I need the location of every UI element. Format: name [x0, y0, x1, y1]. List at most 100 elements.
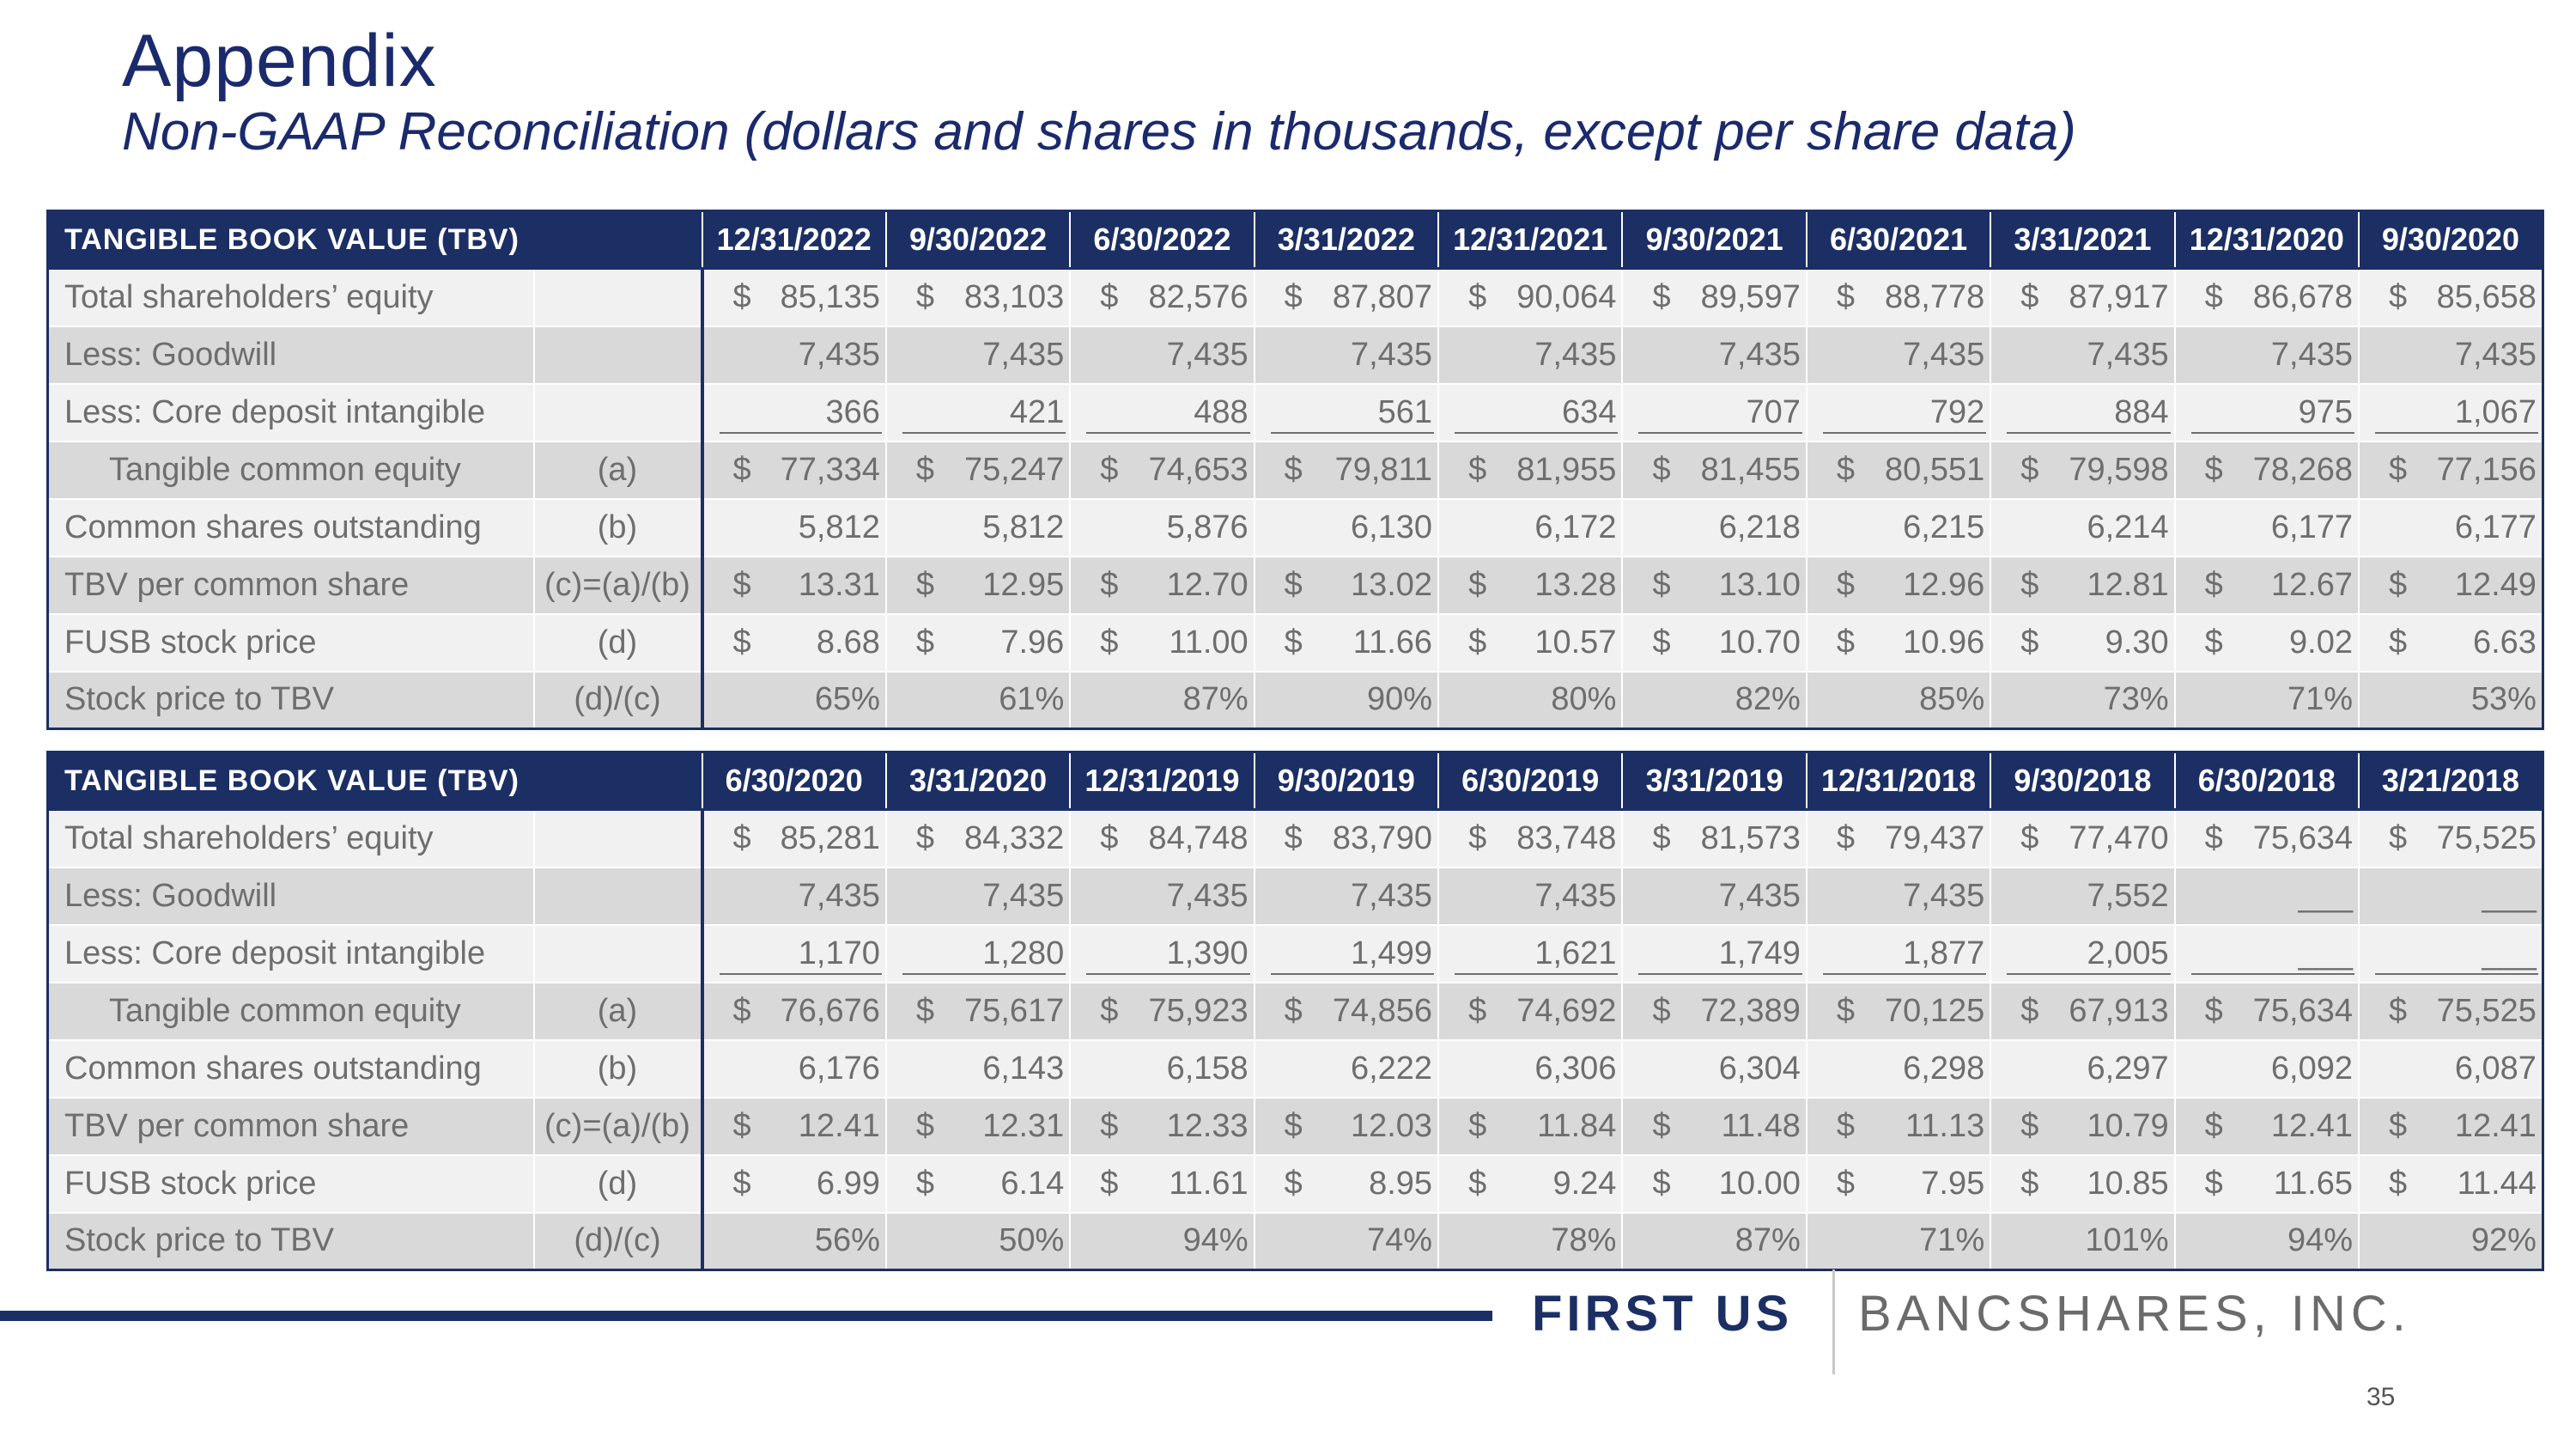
value-cell: $88,778: [1806, 268, 1992, 327]
value-cell: 78%: [1438, 1212, 1624, 1271]
dollar-sign: $: [732, 819, 751, 856]
column-date: 12/31/2022: [701, 210, 886, 270]
value-cell: $86,678: [2174, 268, 2360, 327]
dollar-sign: $: [915, 624, 935, 661]
value-text: 101%: [2085, 1222, 2169, 1259]
value-text: 74,653: [1148, 451, 1249, 488]
value-text: 65%: [814, 681, 880, 718]
subtotal-underline: [2190, 431, 2355, 434]
value-cell: $75,634: [2174, 809, 2360, 868]
value-cell: 7,435: [1806, 326, 1992, 385]
value-text: 87%: [1735, 1222, 1801, 1259]
value-text: 12.67: [2270, 566, 2354, 603]
value-text: 1,621: [1534, 935, 1617, 971]
value-text: 84,332: [964, 819, 1065, 856]
value-text: 6,306: [1534, 1050, 1617, 1087]
value-cell: 53%: [2359, 671, 2544, 730]
value-cell: 975: [2174, 383, 2360, 442]
value-text: 78%: [1551, 1222, 1617, 1259]
value-cell: $13.31: [702, 556, 887, 615]
dollar-sign: $: [1100, 1107, 1119, 1144]
value-text: 13.10: [1718, 566, 1801, 603]
value-text: 85,135: [780, 278, 880, 315]
value-cell: $12.41: [2359, 1097, 2544, 1156]
value-cell: 1,390: [1070, 924, 1255, 983]
value-text: 94%: [1182, 1222, 1249, 1259]
value-cell: 7,435: [1438, 867, 1624, 926]
value-cell: $7.96: [885, 613, 1072, 673]
value-text: 9.02: [2289, 624, 2354, 661]
column-date: 9/30/2019: [1253, 751, 1439, 811]
value-text: 85%: [1919, 681, 1985, 718]
value-cell: 6,092: [2174, 1039, 2360, 1099]
value-cell: $87,807: [1254, 268, 1440, 327]
value-cell: $12.67: [2174, 556, 2360, 615]
dollar-sign: $: [2389, 451, 2408, 488]
column-date: 3/31/2022: [1253, 210, 1439, 270]
value-cell: $9.30: [1990, 613, 2176, 673]
dollar-sign: $: [1836, 1165, 1855, 1202]
value-text: 7,435: [1350, 336, 1433, 373]
value-cell: 7,435: [1990, 326, 2176, 385]
column-date: 9/30/2018: [1990, 751, 2175, 811]
value-text: 5,812: [798, 508, 880, 545]
dollar-sign: $: [2204, 624, 2223, 661]
value-cell: 7,435: [1254, 326, 1440, 385]
value-text: 7,435: [2270, 336, 2354, 373]
value-cell: 7,435: [702, 326, 887, 385]
table-row: Common shares outstanding (b) 5,812 5,812 5,…: [46, 498, 2544, 557]
value-text: 87,807: [1332, 278, 1433, 315]
dollar-sign: $: [732, 992, 751, 1029]
value-cell: 7,552: [1990, 867, 2176, 926]
value-cell: $12.81: [1990, 556, 2176, 615]
value-cell: $81,455: [1622, 441, 1807, 500]
value-cell: $76,676: [702, 982, 887, 1041]
value-text: ___: [2298, 935, 2354, 971]
dollar-sign: $: [1284, 992, 1303, 1029]
dollar-sign: $: [1284, 451, 1303, 488]
value-cell: 6,158: [1070, 1039, 1255, 1099]
value-cell: 7,435: [885, 867, 1072, 926]
value-text: 94%: [2287, 1222, 2354, 1259]
value-cell: ___: [2359, 924, 2544, 983]
table-row: Less: Core deposit intangible 1,170 1,280 1…: [46, 924, 2544, 983]
dollar-sign: $: [1836, 278, 1855, 315]
column-date: 3/31/2019: [1621, 751, 1807, 811]
value-cell: 7,435: [885, 326, 1072, 385]
value-cell: $85,135: [702, 268, 887, 327]
row-label: Less: Core deposit intangible: [46, 924, 535, 983]
value-text: 13.31: [798, 566, 880, 603]
slide-title: Appendix: [122, 20, 437, 102]
value-cell: ___: [2174, 867, 2360, 926]
value-text: 6,087: [2454, 1050, 2537, 1087]
value-cell: 634: [1438, 383, 1624, 442]
value-cell: $13.02: [1254, 556, 1440, 615]
subtotal-underline: [1638, 431, 1802, 434]
value-cell: 94%: [1070, 1212, 1255, 1271]
dollar-sign: $: [915, 566, 935, 603]
table-row: Tangible common equity (a) $76,676 $75,617 $…: [46, 982, 2544, 1041]
value-cell: $12.33: [1070, 1097, 1255, 1156]
value-cell: $10.57: [1438, 613, 1624, 673]
logo-bancshares: BANCSHARES, INC.: [1858, 1286, 2411, 1342]
row-label: Less: Core deposit intangible: [46, 383, 535, 442]
logo-divider: [1832, 1269, 1835, 1374]
value-text: 1,280: [982, 935, 1065, 971]
dollar-sign: $: [2204, 1107, 2223, 1144]
value-text: 75,634: [2252, 992, 2354, 1029]
dollar-sign: $: [1836, 451, 1855, 488]
value-text: 7,435: [1166, 877, 1249, 914]
value-text: 707: [1746, 393, 1801, 430]
value-text: 10.85: [2087, 1165, 2169, 1202]
value-cell: 7,435: [2359, 326, 2544, 385]
value-cell: $13.10: [1622, 556, 1807, 615]
value-text: 11.61: [1169, 1165, 1249, 1202]
subtotal-underline: [1455, 431, 1619, 434]
value-cell: 6,143: [885, 1039, 1072, 1099]
subtotal-underline: [2375, 431, 2538, 434]
logo-first-us: FIRST US: [1532, 1286, 1794, 1342]
value-text: 12.95: [982, 566, 1065, 603]
value-text: 82,576: [1148, 278, 1249, 315]
row-reference: (c)=(a)/(b): [533, 1097, 704, 1156]
value-cell: $10.79: [1990, 1097, 2176, 1156]
